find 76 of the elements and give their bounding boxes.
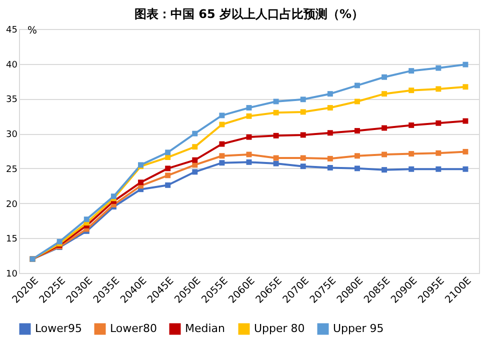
y-tick-label: 35 — [6, 95, 18, 106]
point — [273, 98, 279, 104]
y-tick-label: 30 — [6, 130, 18, 140]
point — [219, 160, 225, 166]
point — [327, 105, 333, 111]
point — [219, 112, 225, 118]
point — [382, 74, 388, 80]
y-tick-label: 25 — [6, 164, 18, 175]
legend-label: Upper 95 — [333, 322, 384, 335]
legend-label: Upper 80 — [254, 322, 305, 335]
point — [354, 153, 360, 159]
point — [192, 169, 198, 175]
point — [408, 88, 414, 94]
legend-label: Median — [185, 322, 226, 335]
y-tick-label: 15 — [6, 234, 18, 245]
point — [300, 132, 306, 138]
point — [273, 132, 279, 138]
point — [408, 122, 414, 128]
y-tick-label: 10 — [6, 270, 18, 280]
point — [165, 172, 171, 178]
point — [462, 166, 468, 172]
point — [300, 109, 306, 115]
legend-label: Lower80 — [110, 322, 157, 335]
point — [327, 156, 333, 162]
point — [273, 155, 279, 161]
point — [382, 152, 388, 158]
point — [354, 128, 360, 134]
point — [246, 134, 252, 140]
point — [382, 125, 388, 131]
point — [436, 166, 442, 172]
point — [219, 141, 225, 147]
point — [382, 91, 388, 97]
point — [462, 118, 468, 124]
y-tick-label: 45 — [6, 26, 18, 36]
point — [192, 157, 198, 163]
point — [246, 152, 252, 158]
point — [246, 105, 252, 111]
y-tick-label: 20 — [6, 200, 18, 210]
chart-title: 图表：中国 65 岁以上人口占比预测（%） — [134, 7, 364, 21]
point — [436, 120, 442, 126]
point — [138, 180, 144, 186]
point — [246, 113, 252, 119]
point — [327, 130, 333, 136]
point — [219, 122, 225, 128]
point — [462, 148, 468, 154]
point — [219, 153, 225, 159]
point — [300, 155, 306, 161]
point — [382, 167, 388, 173]
legend-label: Lower95 — [35, 322, 82, 335]
point — [408, 166, 414, 172]
point — [165, 154, 171, 160]
point — [300, 164, 306, 170]
y-tick-label: 40 — [6, 60, 18, 70]
point — [192, 130, 198, 136]
point — [354, 166, 360, 172]
point — [354, 82, 360, 88]
point — [84, 216, 90, 222]
point — [462, 62, 468, 68]
point — [327, 91, 333, 97]
y-axis-title: % — [28, 26, 38, 36]
point — [246, 159, 252, 165]
point — [408, 151, 414, 157]
point — [192, 144, 198, 150]
point — [436, 150, 442, 156]
point — [436, 86, 442, 92]
point — [462, 84, 468, 90]
point — [408, 68, 414, 74]
point — [165, 150, 171, 156]
point — [165, 166, 171, 172]
point — [165, 182, 171, 188]
point — [354, 98, 360, 104]
point — [300, 96, 306, 102]
point — [273, 160, 279, 166]
point — [327, 164, 333, 170]
point — [436, 65, 442, 71]
point — [273, 110, 279, 116]
